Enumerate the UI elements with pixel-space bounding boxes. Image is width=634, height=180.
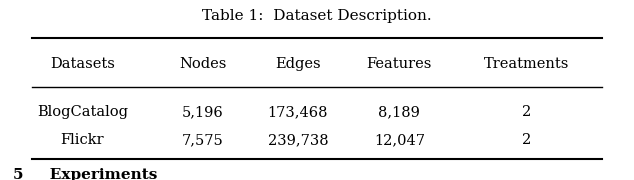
Text: Treatments: Treatments: [484, 57, 569, 71]
Text: 8,189: 8,189: [378, 105, 420, 120]
Text: BlogCatalog: BlogCatalog: [37, 105, 128, 120]
Text: Table 1:  Dataset Description.: Table 1: Dataset Description.: [202, 9, 432, 23]
Text: Features: Features: [366, 57, 432, 71]
Text: Nodes: Nodes: [179, 57, 226, 71]
Text: 12,047: 12,047: [374, 133, 425, 147]
Text: 173,468: 173,468: [268, 105, 328, 120]
Text: 239,738: 239,738: [268, 133, 328, 147]
Text: 5,196: 5,196: [182, 105, 224, 120]
Text: Edges: Edges: [275, 57, 321, 71]
Text: 2: 2: [522, 105, 531, 120]
Text: 2: 2: [522, 133, 531, 147]
Text: 7,575: 7,575: [182, 133, 224, 147]
Text: Flickr: Flickr: [61, 133, 104, 147]
Text: Datasets: Datasets: [50, 57, 115, 71]
Text: 5     Experiments: 5 Experiments: [13, 168, 157, 180]
